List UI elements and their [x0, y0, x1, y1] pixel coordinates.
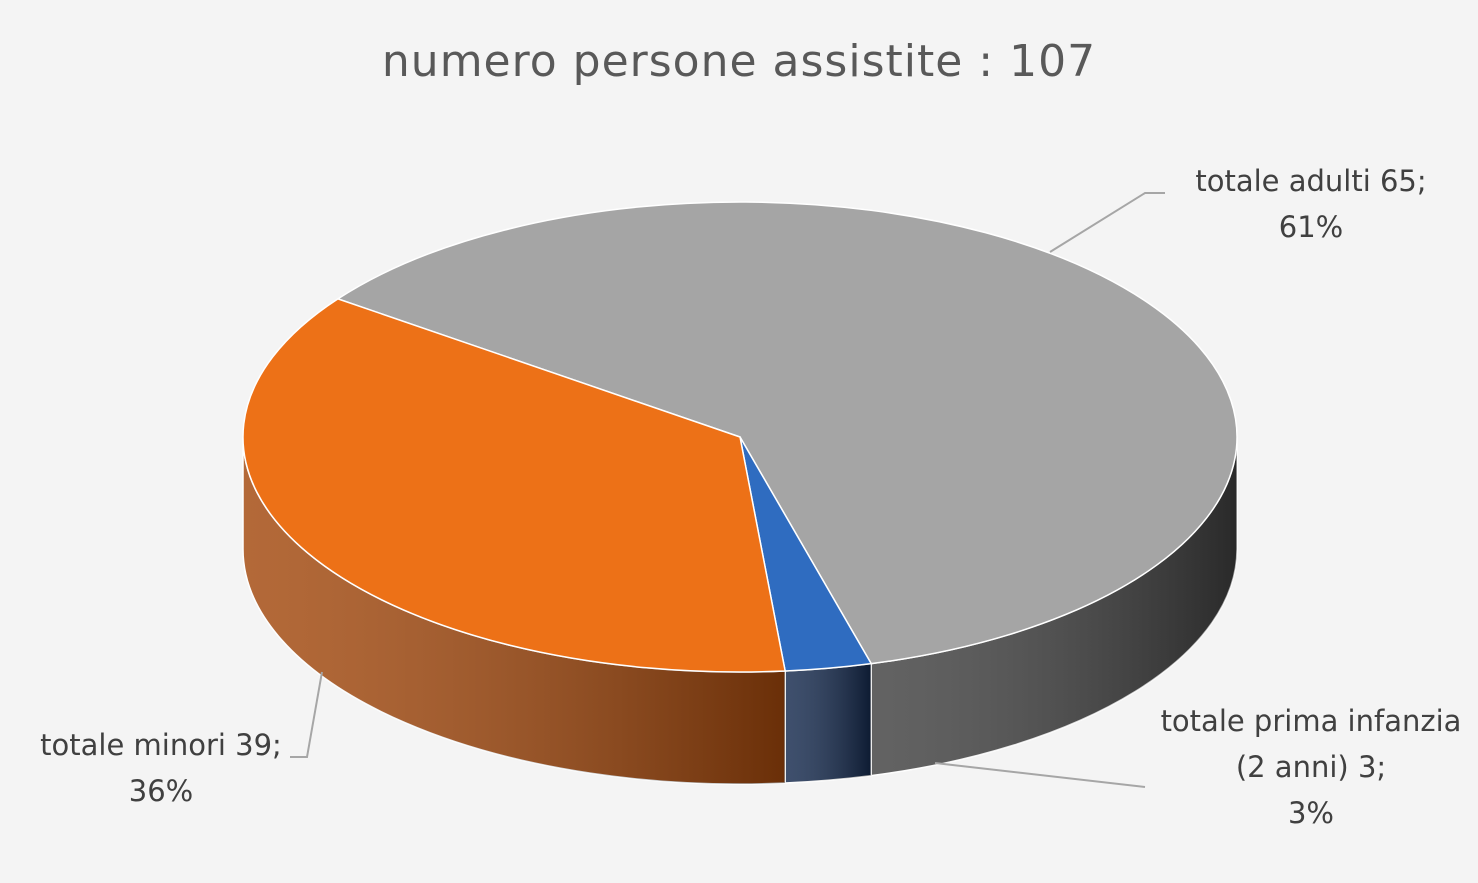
value-label: 39;	[235, 728, 282, 762]
category-label: totale minori	[40, 728, 226, 762]
data-label: totale minori 39; 36%	[20, 722, 302, 814]
slice	[242, 298, 787, 673]
category-label: totale prima infanzia (2 anni)	[1160, 704, 1462, 784]
percent-label: 61%	[1278, 210, 1344, 244]
leader-line	[1049, 192, 1165, 253]
chart-title: numero persone assistite : 107	[381, 36, 1097, 87]
leader-line	[290, 671, 323, 758]
data-label: totale adulti 65; 61%	[1180, 158, 1442, 250]
value-label: 65;	[1379, 164, 1427, 198]
percent-label: 3%	[1287, 796, 1334, 830]
data-label: totale prima infanzia (2 anni) 3; 3%	[1160, 698, 1462, 836]
value-label: 3;	[1357, 750, 1387, 784]
slice-side-shade	[243, 437, 786, 784]
percent-label: 36%	[128, 774, 194, 808]
leader-line	[934, 762, 1146, 788]
slice-side-shade	[785, 663, 872, 784]
slice-side-shade	[871, 437, 1237, 776]
category-label: totale adulti	[1195, 164, 1371, 198]
slice	[336, 201, 1238, 665]
